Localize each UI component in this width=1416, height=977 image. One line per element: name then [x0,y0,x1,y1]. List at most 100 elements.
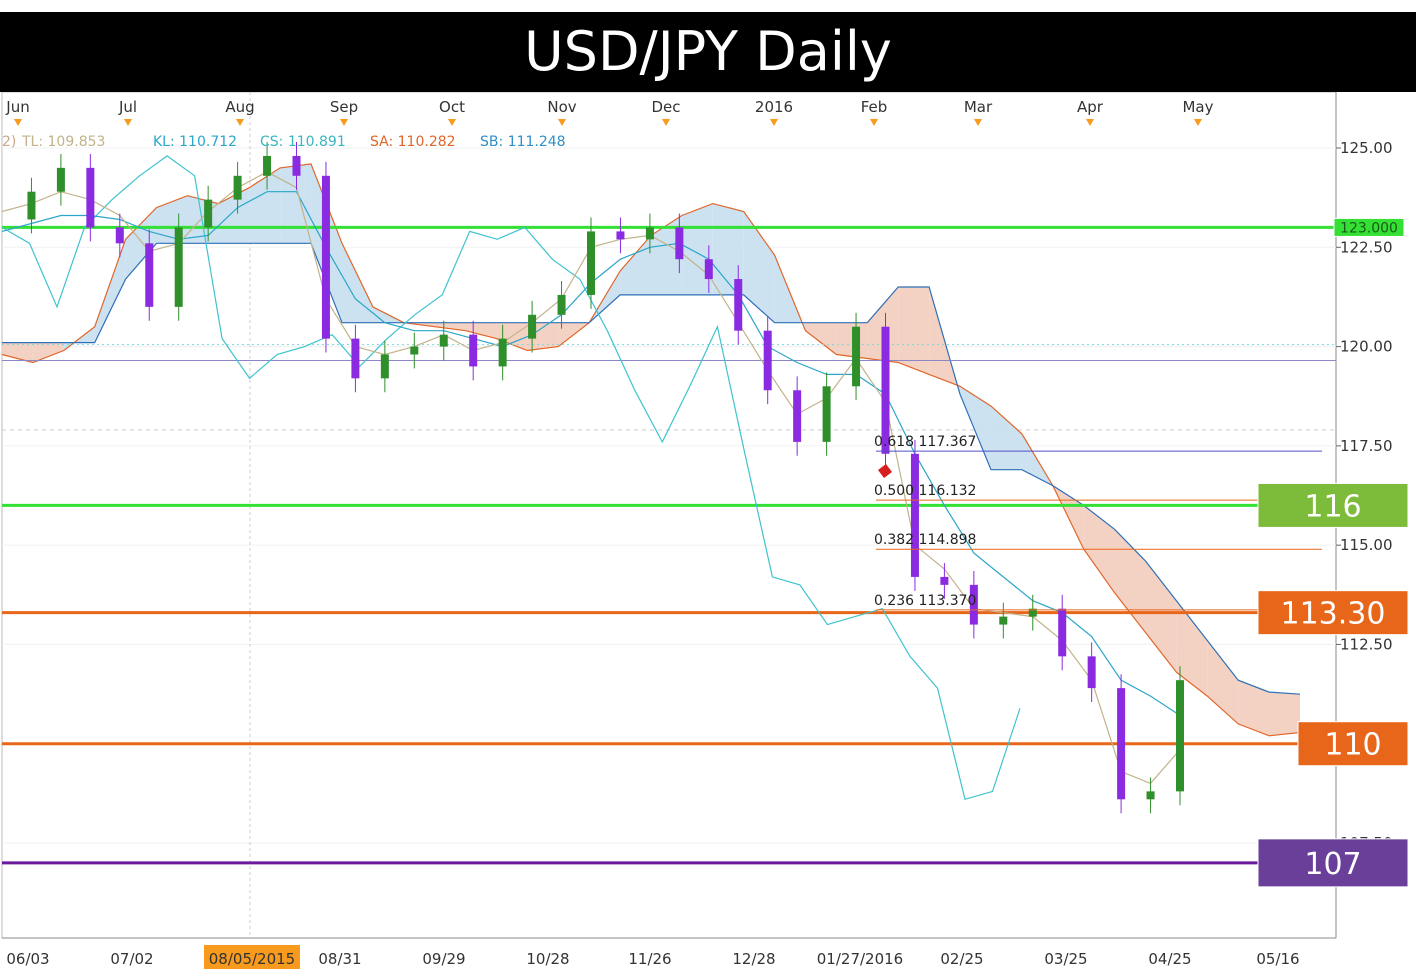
month-marker [1194,119,1202,126]
cloud-segment [125,207,157,280]
candle-body [528,314,537,339]
cloud-segment [2,342,33,363]
month-label: Nov [547,98,576,116]
indicator-value: 2) [2,134,16,150]
cloud-segment [1269,692,1300,736]
x-date-label: 08/05/2015 [209,950,295,968]
month-label: Mar [964,98,993,116]
y-tick-label: 120.00 [1340,338,1393,356]
cloud-segment [1021,433,1053,486]
candle-body [27,191,36,220]
candle-body [822,386,831,442]
month-marker [340,119,348,126]
candle-body [174,227,183,307]
level-badge-123.000 [1333,217,1405,237]
candle-body [1058,608,1067,657]
chart-title: USD/JPY Daily [0,12,1416,92]
candle-body [56,167,65,192]
candle-body [469,334,478,367]
month-marker [870,119,878,126]
candle-body [1146,791,1155,800]
chikou-line [1,155,1021,801]
month-label: Dec [651,98,680,116]
cloud-segment [1145,561,1177,673]
candle-body [1087,656,1096,689]
month-label: 2016 [755,98,793,116]
cloud-segment [836,322,868,359]
cloud-segment [1114,529,1146,633]
month-label: May [1182,98,1213,116]
month-marker [14,119,22,126]
indicator-value: CS: 110.891 [260,134,346,150]
level-badges: 123.000 116 113.30 110 107 [1257,217,1409,888]
x-date-label: 10/28 [526,950,569,968]
fib-anchor-marker [878,464,892,478]
candle-body [852,326,861,387]
candle-body [263,155,272,176]
fib-label-0.500: 0.500 116.132 [874,483,976,499]
indicator-value: SA: 110.282 [370,134,456,150]
candle-body [999,616,1008,625]
level-badge-text: 107 [1304,847,1361,882]
x-date-label: 11/26 [628,950,671,968]
level-badge-text: 116 [1304,489,1361,524]
month-label: Aug [225,98,254,116]
month-marker [124,119,132,126]
month-marker [770,119,778,126]
y-tick-label: 125.00 [1340,139,1393,157]
cloud-segment [805,322,837,355]
cloud-segment [867,287,899,363]
cloud-segment [1238,680,1270,736]
candle-body [940,576,949,585]
month-marker [974,119,982,126]
fib-label-0.382: 0.382 114.898 [874,532,976,548]
cloud-segment [960,386,991,470]
x-date-label: 03/25 [1044,950,1087,968]
candle-body [321,175,330,339]
candle-body [675,227,684,260]
candle-body [616,231,625,240]
x-date-label: 04/25 [1148,950,1191,968]
indicator-value: SB: 111.248 [480,134,566,150]
candle-body [587,231,595,295]
level-badge-text: 110 [1324,728,1381,763]
candle-body [115,227,124,244]
candle-body [793,390,802,442]
cloud-segment [280,163,312,244]
x-date-label: 06/03 [6,950,49,968]
cloud-segment [681,203,713,295]
candle-body [145,243,154,307]
fibonacci-levels: 0.618 117.367 0.500 116.132 0.382 114.898 0… [874,434,1322,611]
indicator-value: TL: 109.853 [21,134,105,150]
level-badge-113.30 [1257,590,1409,636]
candle-body [734,279,743,331]
candle-body [910,453,919,577]
cloud-segment [1176,600,1208,697]
month-label: Sep [330,98,358,116]
cloud-segment [743,211,775,323]
x-date-label: 12/28 [732,950,775,968]
month-label: Feb [861,98,888,116]
month-marker [448,119,456,126]
month-label: Oct [439,98,465,116]
level-badge-text: 123.000 [1340,220,1398,236]
y-tick-label: 117.50 [1340,437,1393,455]
candle-body [969,584,978,625]
month-marker [662,119,670,126]
candle-body [645,227,654,240]
candle-body [233,175,242,200]
candle-body [292,155,301,176]
x-date-label: 02/25 [940,950,983,968]
x-date-label: 09/29 [422,950,465,968]
candle-body [557,294,566,315]
cloud-segment [341,243,373,323]
month-label: Jul [118,98,137,116]
candle-body [1176,680,1184,792]
indicator-value: KL: 110.712 [153,134,237,150]
candle-body [410,346,419,355]
candle-body [351,338,360,379]
highlighted-date-box [204,945,300,969]
month-marker [1086,119,1094,126]
level-badge-116 [1257,482,1409,528]
cloud-segment [898,287,930,375]
